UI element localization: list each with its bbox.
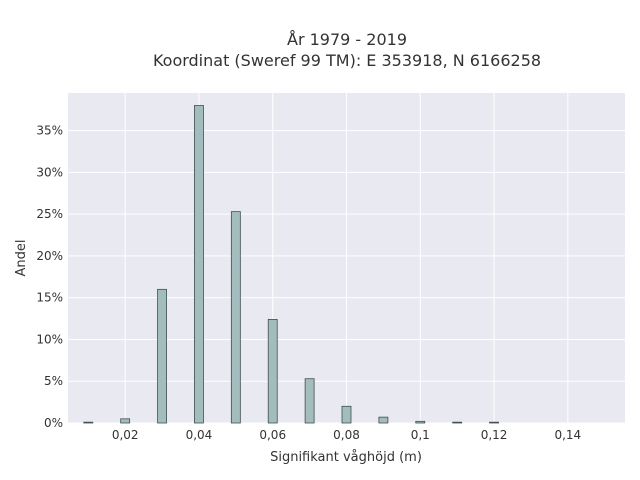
histogram-bar: [157, 288, 167, 424]
x-tick-label: 0,12: [481, 428, 508, 442]
y-tick-label: 25%: [36, 207, 63, 221]
histogram-bar: [304, 378, 315, 424]
histogram-bar: [194, 105, 204, 424]
y-axis-label: Andel: [14, 240, 29, 277]
x-tick-label: 0,1: [411, 428, 430, 442]
histogram-bar: [230, 211, 241, 424]
chart-title-line2: Koordinat (Sweref 99 TM): E 353918, N 61…: [153, 51, 541, 70]
chart-title-line1: År 1979 - 2019: [287, 30, 407, 49]
y-tick-label: 20%: [36, 249, 63, 263]
x-tick-label: 0,04: [186, 428, 213, 442]
x-axis-label: Signifikant våghöjd (m): [270, 450, 422, 465]
x-tick-label: 0,08: [333, 428, 360, 442]
histogram-bar: [489, 421, 499, 424]
histogram-bar: [452, 421, 463, 424]
histogram-bar: [83, 421, 94, 424]
histogram-bar: [120, 418, 131, 424]
y-tick-label: 5%: [44, 374, 63, 388]
histogram-bar: [267, 319, 278, 424]
y-tick-label: 30%: [36, 165, 63, 179]
x-tick-label: 0,02: [112, 428, 139, 442]
y-tick-label: 10%: [36, 332, 63, 346]
y-tick-label: 35%: [36, 124, 63, 138]
histogram-bar: [341, 405, 352, 424]
x-tick-label: 0,14: [554, 428, 581, 442]
x-axis-ticks: 0,02 0,04 0,06 0,08 0,1 0,12 0,14: [112, 428, 581, 442]
y-tick-label: 15%: [36, 291, 63, 305]
histogram-bar: [378, 416, 389, 424]
histogram-bar: [415, 420, 426, 424]
y-tick-label: 0%: [44, 416, 63, 430]
x-tick-label: 0,06: [259, 428, 286, 442]
y-axis-ticks: 0% 5% 10% 15% 20% 25% 30% 35%: [36, 124, 63, 430]
bars: [83, 105, 499, 424]
